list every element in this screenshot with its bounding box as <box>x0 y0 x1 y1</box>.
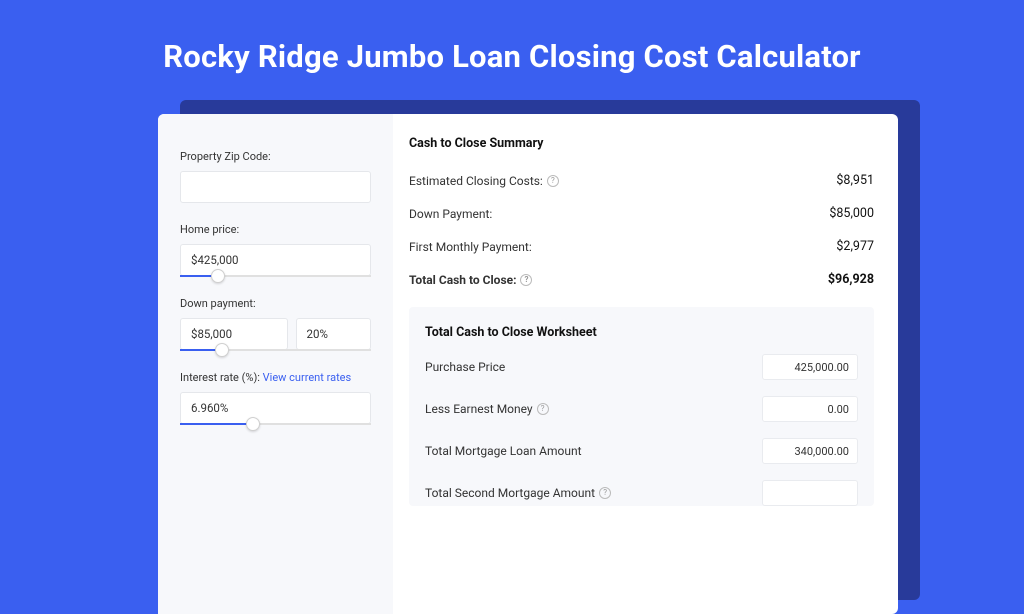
ws-label-text: Total Second Mortgage Amount <box>425 486 595 500</box>
summary-label-text: Down Payment: <box>409 207 492 221</box>
summary-value: $8,951 <box>836 173 874 188</box>
summary-row: Estimated Closing Costs: ? $8,951 <box>409 165 874 198</box>
summary-row: Down Payment: $85,000 <box>409 198 874 231</box>
down-payment-slider[interactable] <box>180 349 371 351</box>
ws-input[interactable] <box>762 480 858 506</box>
summary-total-row: Total Cash to Close: ? $96,928 <box>409 264 874 297</box>
down-payment-input[interactable] <box>180 318 288 350</box>
summary-label-text: Estimated Closing Costs: <box>409 174 543 188</box>
down-payment-group: Down payment: <box>180 297 371 351</box>
summary-total-value: $96,928 <box>828 272 874 287</box>
interest-rate-input[interactable] <box>180 392 371 424</box>
worksheet-row: Less Earnest Money ? <box>425 396 858 422</box>
interest-rate-label: Interest rate (%): View current rates <box>180 371 371 384</box>
ws-input[interactable] <box>762 396 858 422</box>
interest-label-text: Interest rate (%): <box>180 371 263 384</box>
results-panel: Cash to Close Summary Estimated Closing … <box>393 114 898 614</box>
help-icon[interactable]: ? <box>520 274 532 286</box>
ws-label-text: Less Earnest Money <box>425 402 533 416</box>
home-price-input[interactable] <box>180 244 371 276</box>
worksheet-row: Total Second Mortgage Amount ? <box>425 480 858 506</box>
interest-rate-group: Interest rate (%): View current rates <box>180 371 371 425</box>
summary-title: Cash to Close Summary <box>409 136 874 151</box>
zip-input[interactable] <box>180 171 371 203</box>
home-price-group: Home price: <box>180 223 371 277</box>
page-title: Rocky Ridge Jumbo Loan Closing Cost Calc… <box>0 0 1024 75</box>
home-price-slider[interactable] <box>180 275 371 277</box>
summary-label-text: First Monthly Payment: <box>409 240 532 254</box>
worksheet-panel: Total Cash to Close Worksheet Purchase P… <box>409 307 874 506</box>
worksheet-title: Total Cash to Close Worksheet <box>425 325 858 340</box>
down-payment-pct-input[interactable] <box>296 318 371 350</box>
ws-label-text: Purchase Price <box>425 360 505 374</box>
home-price-label: Home price: <box>180 223 371 236</box>
summary-value: $85,000 <box>829 206 874 221</box>
worksheet-row: Purchase Price <box>425 354 858 380</box>
help-icon[interactable]: ? <box>599 487 611 499</box>
zip-field-group: Property Zip Code: <box>180 150 371 203</box>
worksheet-row: Total Mortgage Loan Amount <box>425 438 858 464</box>
zip-label: Property Zip Code: <box>180 150 371 163</box>
input-panel: Property Zip Code: Home price: Down paym… <box>158 114 393 614</box>
calculator-card: Property Zip Code: Home price: Down paym… <box>158 114 898 614</box>
interest-rate-slider[interactable] <box>180 423 371 425</box>
ws-input[interactable] <box>762 438 858 464</box>
ws-input[interactable] <box>762 354 858 380</box>
help-icon[interactable]: ? <box>547 175 559 187</box>
help-icon[interactable]: ? <box>537 403 549 415</box>
down-payment-label: Down payment: <box>180 297 371 310</box>
view-rates-link[interactable]: View current rates <box>263 371 352 384</box>
summary-total-label: Total Cash to Close: <box>409 273 516 287</box>
summary-value: $2,977 <box>836 239 874 254</box>
ws-label-text: Total Mortgage Loan Amount <box>425 444 582 458</box>
summary-row: First Monthly Payment: $2,977 <box>409 231 874 264</box>
